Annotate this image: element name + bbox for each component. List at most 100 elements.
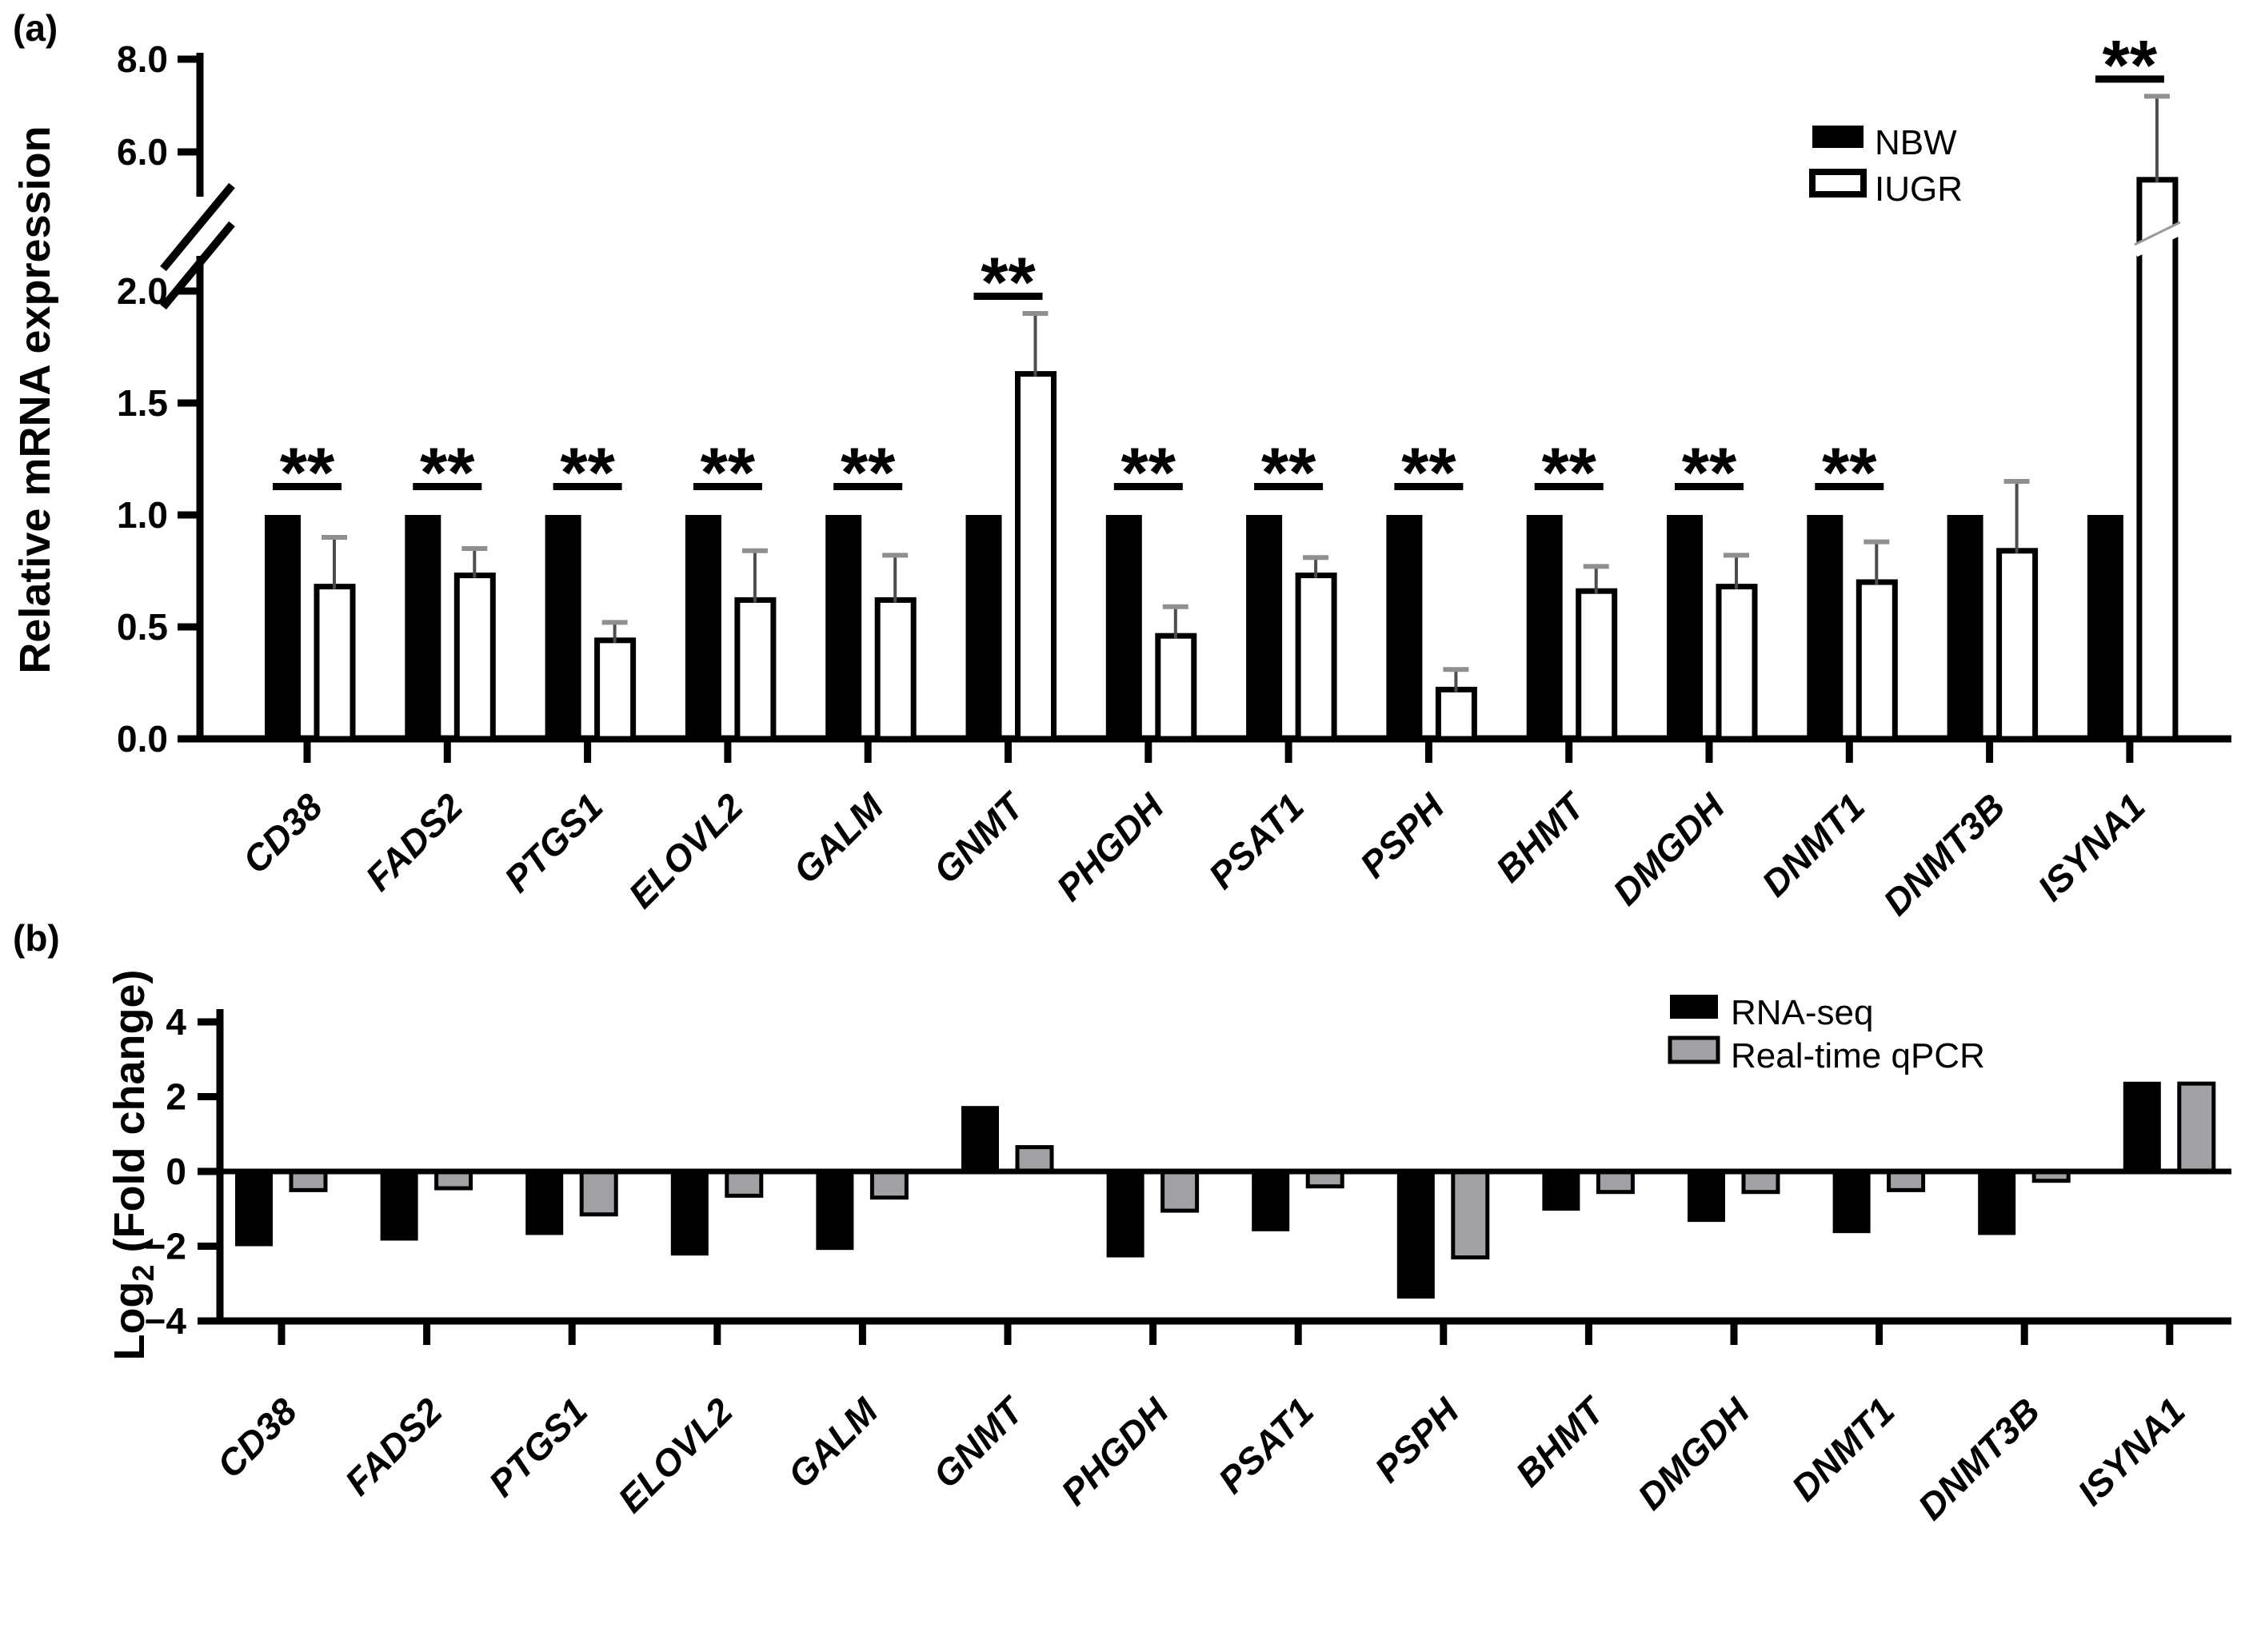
bar-iugr-DMGDH [1716,584,1758,742]
sig-underline-PSPH [1394,483,1464,490]
y-tick-label-b-−4: −4 [145,1300,187,1342]
y-tick-label-b-2: 2 [166,1076,186,1118]
bar-nbw-DNMT3B [1947,515,1983,739]
x-label-a-FADS2: FADS2 [358,785,471,899]
sig-stars-BHMT: ** [1541,433,1596,512]
bar-iugr-PTGS1 [594,637,637,742]
bar-iugr-DNMT3B [1996,548,2039,742]
sig-underline-DMGDH [1675,483,1744,490]
sig-underline-PTGS1 [553,483,622,490]
sig-underline-FADS2 [413,483,482,490]
y-tick-label-a-0.5: 0.5 [117,606,168,648]
y-tick-label-a-1.0: 1.0 [117,494,168,536]
bar-qpcr-DMGDH [1741,1169,1780,1195]
y-tick-label-b-0: 0 [166,1151,186,1192]
sig-underline-ISYNA1 [2095,75,2164,83]
bar-qpcr-ISYNA1 [2177,1081,2216,1174]
x-label-a-DNMT3B: DNMT3B [1875,785,2012,923]
legend-swatch-qpcr [1668,1035,1720,1064]
x-label-a-ELOVL2: ELOVL2 [621,785,752,916]
y-tick-label-a-1.5: 1.5 [117,382,168,424]
sig-stars-GNMT: ** [981,242,1036,321]
y-tick-label-a-2.0: 2.0 [117,270,168,312]
bar-rnaseq-ELOVL2 [670,1171,709,1256]
panel-a-chart: 0.0 0.5 1.0 1.5 2.0 6.0 8.0 Relative mRNA expre… [11,25,2231,924]
x-label-b-PTGS1: PTGS1 [481,1390,595,1504]
bar-nbw-GALM [825,515,862,739]
panel-b-label: (b) [13,917,60,959]
legend-swatch-rnaseq [1670,995,1718,1019]
x-label-b-FADS2: FADS2 [337,1390,450,1503]
bar-nbw-ISYNA1 [2087,515,2123,739]
bar-iugr-BHMT [1576,588,1618,742]
bar-nbw-DNMT1 [1807,515,1844,739]
bar-nbw-CD38 [265,515,301,739]
legend-swatch-nbw [1812,126,1864,148]
bar-iugr-FADS2 [453,573,496,742]
bar-iugr-ELOVL2 [734,597,777,742]
bar-rnaseq-GNMT [961,1106,999,1171]
bar-rnaseq-PSPH [1396,1171,1435,1299]
bar-nbw-GNMT [965,515,1002,739]
sig-stars-PHGDH: ** [1121,433,1176,512]
x-label-b-DNMT1: DNMT1 [1784,1390,1903,1509]
x-label-a-GNMT: GNMT [925,784,1033,892]
x-label-a-PSAT1: PSAT1 [1200,785,1312,896]
sig-stars-DNMT1: ** [1822,433,1877,512]
panel-b-chart: CD38 FADS2 PTGS1 ELOVL2 GALM GNMT PHGDH PSAT1 PS… [106,969,2231,1528]
y-tick-label-a-6.0: 6.0 [117,131,168,173]
x-label-b-BHMT: BHMT [1508,1388,1614,1494]
bar-rnaseq-DNMT1 [1832,1171,1871,1234]
sig-stars-CD38: ** [280,433,335,512]
bar-qpcr-GALM [869,1169,909,1200]
bar-break-line-ISYNA1 [2134,221,2181,246]
y-tick-label-b-4: 4 [166,1001,186,1043]
panel-a-label: (a) [13,7,58,49]
x-label-b-CD38: CD38 [209,1390,305,1486]
x-label-b-DMGDH: DMGDH [1629,1390,1757,1518]
bar-break-gap-ISYNA1 [2131,222,2183,257]
bar-rnaseq-PTGS1 [525,1171,564,1235]
bar-qpcr-PTGS1 [579,1169,618,1217]
bar-rnaseq-ISYNA1 [2123,1081,2161,1171]
y-tick-label-b-−2: −2 [145,1226,186,1267]
bar-nbw-PTGS1 [545,515,581,739]
bar-nbw-DMGDH [1667,515,1703,739]
bar-qpcr-PSPH [1451,1169,1490,1260]
axis-break-slash-2 [160,221,235,310]
sig-underline-GNMT [973,293,1043,300]
x-label-a-PTGS1: PTGS1 [496,785,610,900]
bar-rnaseq-PSAT1 [1252,1171,1290,1231]
bar-iugr-PSAT1 [1295,573,1337,742]
bar-rnaseq-DNMT3B [1978,1171,2016,1235]
bar-iugr-GNMT [1015,371,1057,742]
axis-break-slash-1 [160,182,235,272]
bar-nbw-PHGDH [1105,515,1142,739]
bar-qpcr-GNMT [1015,1145,1054,1174]
sig-underline-PSAT1 [1254,483,1324,490]
x-label-b-ISYNA1: ISYNA1 [2070,1390,2193,1513]
bar-qpcr-ELOVL2 [725,1169,764,1198]
sig-stars-DMGDH: ** [1682,433,1737,512]
bar-qpcr-CD38 [289,1169,328,1192]
bar-iugr-CD38 [314,584,356,742]
bar-rnaseq-DMGDH [1688,1171,1725,1223]
sig-stars-FADS2: ** [420,433,475,512]
sig-underline-CD38 [273,483,342,490]
x-label-a-DNMT1: DNMT1 [1754,785,1873,904]
bar-iugr-ISYNA1 [2136,177,2179,742]
x-label-b-ELOVL2: ELOVL2 [610,1390,741,1521]
bar-rnaseq-BHMT [1542,1171,1580,1211]
bar-iugr-PSPH [1435,686,1477,742]
bar-nbw-PSPH [1386,515,1423,739]
x-label-b-GNMT: GNMT [925,1388,1033,1496]
bar-nbw-ELOVL2 [685,515,721,739]
y-tick-label-a-0.0: 0.0 [117,718,168,760]
x-label-a-DMGDH: DMGDH [1604,785,1732,913]
sig-stars-ELOVL2: ** [701,433,756,512]
sig-underline-DNMT1 [1815,483,1884,490]
x-label-a-PSPH: PSPH [1352,785,1452,886]
x-label-a-GALM: GALM [785,784,893,892]
